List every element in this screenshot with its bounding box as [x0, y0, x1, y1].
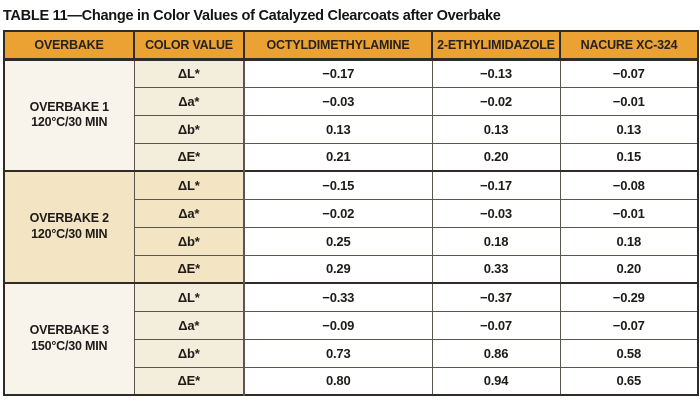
data-value-cell: −0.09 — [243, 310, 433, 340]
color-value-cell: Δb* — [133, 338, 245, 368]
data-value-cell: −0.03 — [243, 86, 433, 116]
color-value-cell: Δa* — [133, 310, 245, 340]
table-row: Δa* −0.09 −0.07 −0.07 — [4, 310, 699, 340]
data-value-cell: 0.25 — [243, 226, 433, 256]
color-values-table: OVERBAKE COLOR VALUE OCTYLDIMETHYLAMINE … — [3, 30, 699, 396]
data-value-cell: 0.33 — [431, 254, 561, 284]
table-row: Δa* −0.03 −0.02 −0.01 — [4, 86, 699, 116]
data-value-cell: −0.01 — [559, 86, 699, 116]
data-value-cell: −0.02 — [431, 86, 561, 116]
data-value-cell: 0.80 — [243, 366, 433, 396]
table-row: ΔE* 0.29 0.33 0.20 — [4, 254, 699, 284]
data-value-cell: 0.18 — [431, 226, 561, 256]
data-value-cell: −0.02 — [243, 198, 433, 228]
header-nacure-xc-324: NACURE XC-324 — [559, 31, 699, 61]
data-value-cell: −0.29 — [559, 282, 699, 312]
table-row: Δb* 0.13 0.13 0.13 — [4, 114, 699, 144]
data-value-cell: −0.03 — [431, 198, 561, 228]
table-title: TABLE 11—Change in Color Values of Catal… — [2, 7, 501, 24]
data-value-cell: −0.13 — [431, 58, 561, 88]
table-row: ΔE* 0.21 0.20 0.15 — [4, 142, 699, 172]
overbake-group-name: OVERBAKE 2 — [29, 211, 109, 226]
table-row: OVERBAKE 2 120°C/30 MIN ΔL* −0.15 −0.17 −0.08 — [3, 170, 699, 284]
data-value-cell: −0.07 — [559, 58, 699, 88]
data-value-cell: −0.15 — [243, 170, 433, 200]
data-value-cell: 0.73 — [243, 338, 433, 368]
table-row: Δa* −0.02 −0.03 −0.01 — [4, 198, 699, 228]
color-value-cell: ΔL* — [133, 58, 245, 88]
color-value-cell: Δa* — [133, 86, 245, 116]
color-value-cell: ΔL* — [133, 282, 245, 312]
header-2-ethylimidazole: 2-ETHYLIMIDAZOLE — [431, 31, 561, 61]
data-value-cell: −0.17 — [431, 170, 561, 200]
overbake-group-name: OVERBAKE 3 — [29, 323, 109, 338]
overbake-group-cell: OVERBAKE 3 150°C/30 MIN — [3, 282, 135, 396]
data-value-cell: −0.17 — [243, 58, 433, 88]
table-row: ΔE* 0.80 0.94 0.65 — [4, 366, 699, 396]
color-value-cell: Δb* — [133, 226, 245, 256]
data-value-cell: 0.13 — [559, 114, 699, 144]
data-value-cell: 0.13 — [243, 114, 433, 144]
table-header: OVERBAKE COLOR VALUE OCTYLDIMETHYLAMINE … — [3, 31, 699, 61]
color-value-cell: Δb* — [133, 114, 245, 144]
data-value-cell: 0.20 — [559, 254, 699, 284]
data-value-cell: 0.18 — [559, 226, 699, 256]
overbake-group-cell: OVERBAKE 1 120°C/30 MIN — [3, 58, 135, 172]
data-value-cell: −0.07 — [559, 310, 699, 340]
overbake-group-condition: 120°C/30 MIN — [31, 227, 108, 241]
data-value-cell: −0.07 — [431, 310, 561, 340]
header-color-value: COLOR VALUE — [133, 31, 245, 61]
overbake-group-cell: OVERBAKE 2 120°C/30 MIN — [3, 170, 135, 284]
data-value-cell: 0.15 — [559, 142, 699, 172]
overbake-group-condition: 120°C/30 MIN — [31, 115, 108, 130]
table-row: Δb* 0.25 0.18 0.18 — [4, 226, 699, 256]
color-value-cell: Δa* — [133, 198, 245, 228]
data-value-cell: −0.37 — [431, 282, 561, 312]
data-value-cell: −0.33 — [243, 282, 433, 312]
data-value-cell: −0.01 — [559, 198, 699, 228]
overbake-group-condition: 150°C/30 MIN — [31, 339, 108, 353]
table-row: OVERBAKE 1 120°C/30 MIN ΔL* −0.17 −0.13 −0.07 — [3, 58, 699, 172]
color-value-cell: ΔE* — [133, 254, 245, 284]
color-value-cell: ΔE* — [133, 142, 245, 172]
data-value-cell: −0.08 — [559, 170, 699, 200]
header-octyldimethylamine: OCTYLDIMETHYLAMINE — [243, 31, 433, 61]
overbake-group-name: OVERBAKE 1 — [29, 99, 109, 114]
data-value-cell: 0.94 — [431, 366, 561, 396]
data-value-cell: 0.20 — [431, 142, 561, 172]
data-value-cell: 0.65 — [559, 366, 699, 396]
data-value-cell: 0.21 — [243, 142, 433, 172]
data-value-cell: 0.58 — [559, 338, 699, 368]
table-row: Δb* 0.73 0.86 0.58 — [4, 338, 699, 368]
data-value-cell: 0.86 — [431, 338, 561, 368]
table-row: OVERBAKE 3 150°C/30 MIN ΔL* −0.33 −0.37 −0.29 — [3, 282, 699, 396]
data-value-cell: 0.13 — [431, 114, 561, 144]
table-body: OVERBAKE 1 120°C/30 MIN ΔL* −0.17 −0.13 −0.07… — [3, 58, 699, 396]
header-overbake: OVERBAKE — [3, 31, 135, 61]
color-value-cell: ΔE* — [133, 366, 245, 396]
color-value-cell: ΔL* — [133, 170, 245, 200]
data-value-cell: 0.29 — [243, 254, 433, 284]
